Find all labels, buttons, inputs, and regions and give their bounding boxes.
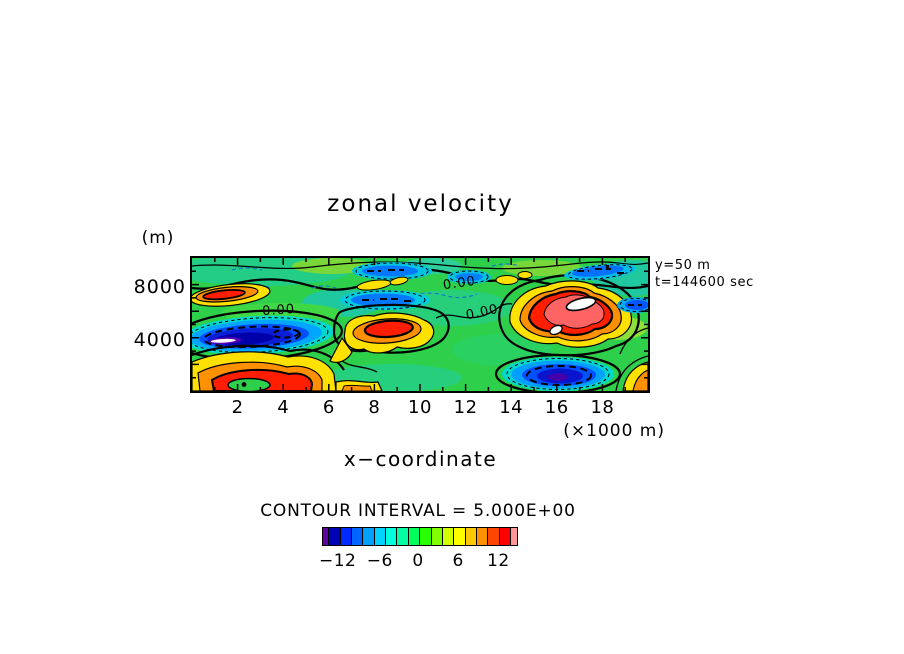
colorbar-tick-label: −6 — [366, 551, 393, 571]
x-tick-labels: 2 4 6 8 10 12 14 16 18 — [192, 397, 648, 418]
zero-contour-label: 0.00 — [262, 302, 296, 319]
slice-t-annotation: t=144600 sec — [655, 275, 754, 290]
x-tick-label: 8 — [368, 397, 381, 418]
contour-map: 0.00 0.00 0.00 — [172, 254, 672, 395]
axis-ticks — [192, 258, 648, 391]
colorbar-tick-label: −12 — [318, 551, 357, 571]
plot-area: 0.00 0.00 0.00 — [172, 254, 672, 395]
x-tick-label: 12 — [453, 397, 478, 418]
colorbar — [322, 527, 518, 546]
colorbar-tick-label: 0 — [412, 551, 424, 571]
colorbar-tick-label: 12 — [487, 551, 510, 571]
x-tick-label: 10 — [408, 397, 432, 418]
zero-contour-label: 0.00 — [465, 302, 500, 324]
slice-annotation: y=50 m t=144600 sec — [655, 257, 754, 291]
figure-title: zonal velocity — [327, 191, 514, 217]
x-axis-unit-label: (×1000 m) — [563, 421, 665, 441]
y-tick-label: 8000 — [133, 276, 186, 298]
zero-contour-label: 0.00 — [442, 274, 477, 293]
colorbar-tick-labels: −12 −6 0 6 12 — [318, 551, 518, 571]
x-tick-label: 2 — [231, 397, 244, 418]
x-tick-label: 16 — [544, 397, 569, 418]
x-tick-label: 18 — [590, 397, 615, 418]
x-tick-label: 6 — [322, 397, 335, 418]
y-axis-unit-label: (m) — [141, 228, 175, 248]
colorbar-cell — [509, 527, 518, 546]
x-tick-label: 14 — [499, 397, 524, 418]
slice-y-annotation: y=50 m — [655, 258, 711, 273]
x-tick-label: 4 — [277, 397, 290, 418]
colorbar-tick-label: 6 — [452, 551, 464, 571]
y-tick-label: 4000 — [133, 329, 186, 351]
x-axis-label: x−coordinate — [343, 447, 498, 471]
contour-interval-label: CONTOUR INTERVAL = 5.000E+00 — [260, 501, 576, 521]
